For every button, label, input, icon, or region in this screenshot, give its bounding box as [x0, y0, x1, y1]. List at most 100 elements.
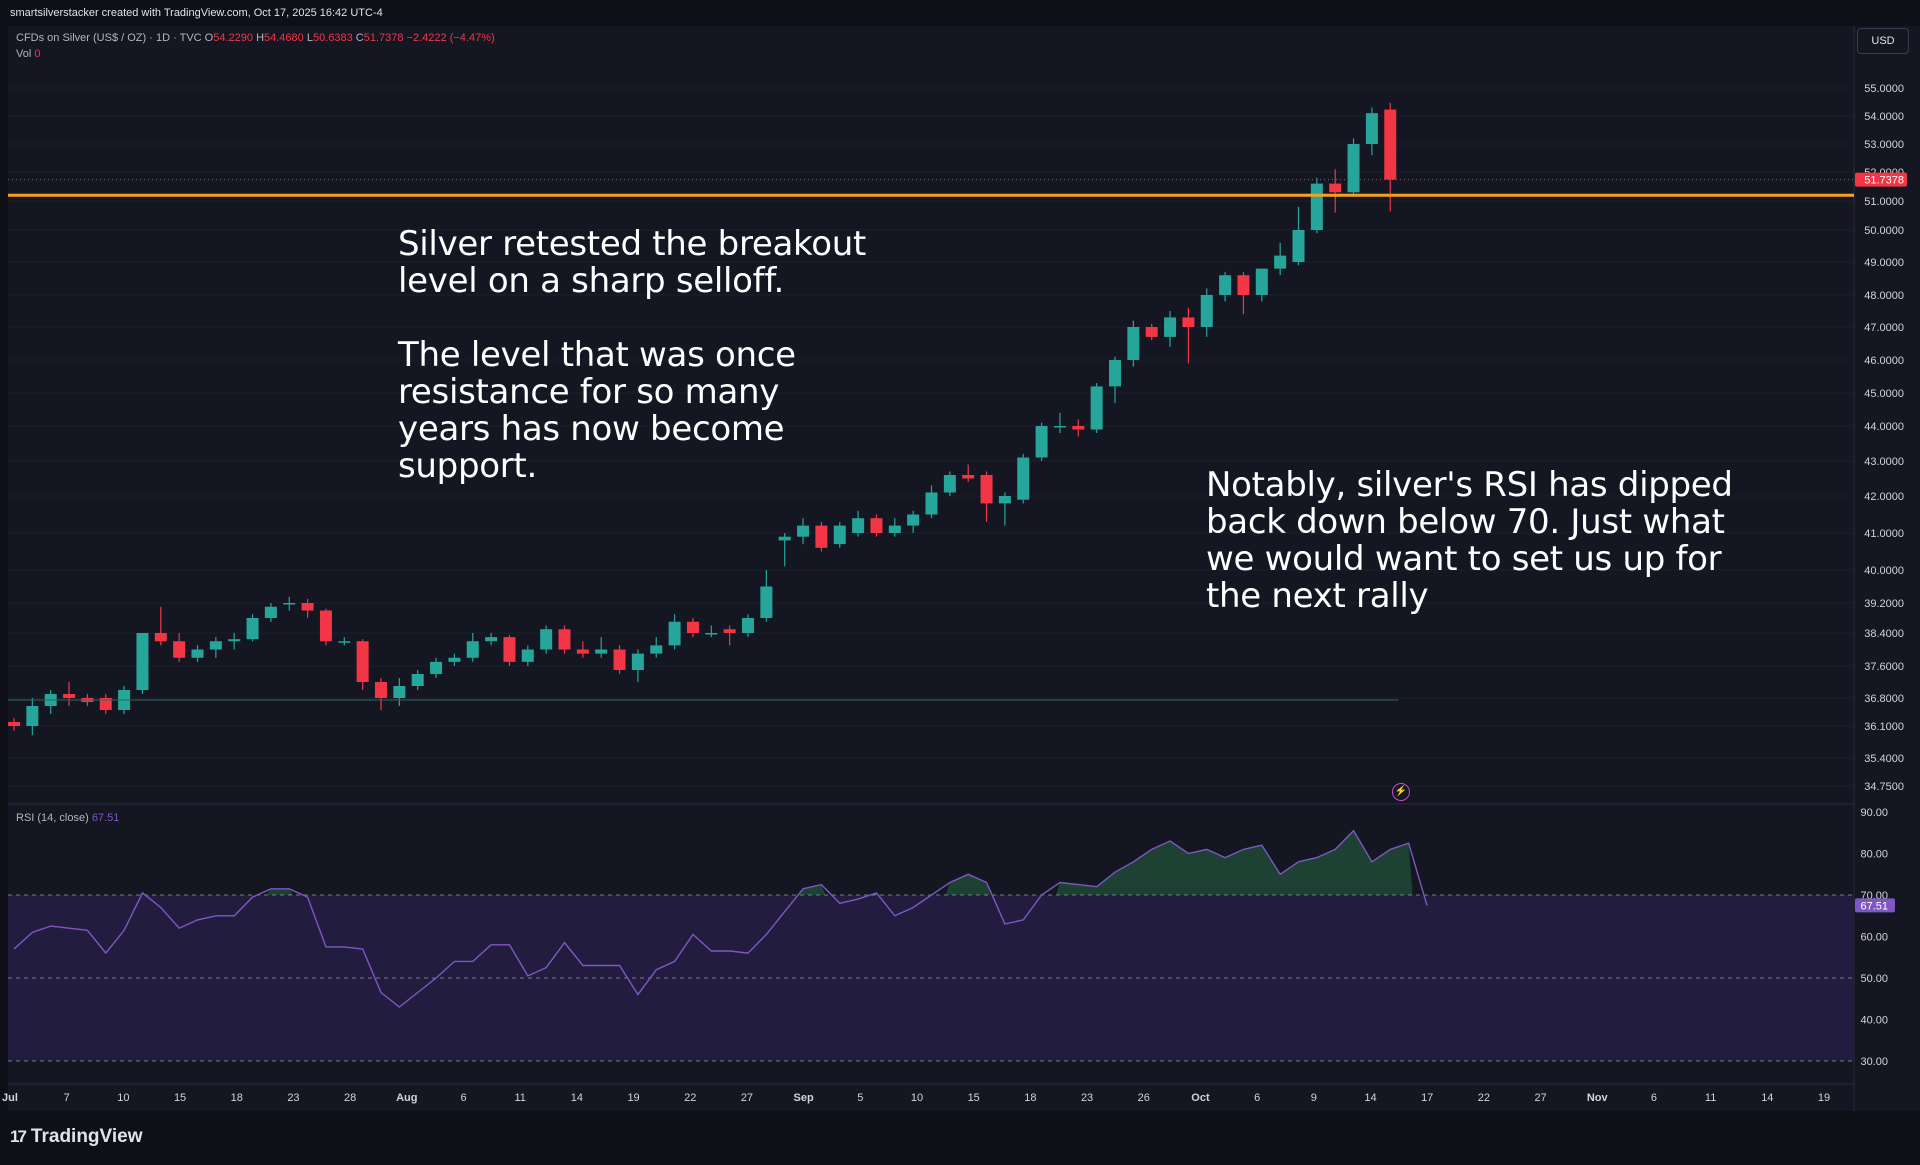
- candle-body: [1237, 275, 1250, 295]
- candle-body: [778, 536, 791, 541]
- candle-body: [998, 496, 1011, 504]
- candle-body: [962, 475, 975, 479]
- price-tick-label: 53.0000: [1864, 139, 1904, 151]
- candle-body: [1072, 426, 1085, 430]
- candle-body: [1017, 457, 1030, 500]
- candle-body: [1292, 230, 1305, 262]
- volume-label: Vol: [16, 48, 32, 60]
- rsi-value: 67.51: [91, 812, 120, 824]
- candle-body: [540, 629, 553, 650]
- candle-body: [356, 641, 369, 682]
- time-tick-label: 5: [857, 1092, 863, 1104]
- price-tick-label: 35.4000: [1864, 753, 1904, 765]
- tradingview-brand[interactable]: 17 TradingView: [10, 1126, 143, 1148]
- rsi-legend: RSI (14, close) 67.51: [16, 812, 119, 824]
- candle-body: [760, 586, 773, 618]
- candle-body: [1255, 268, 1268, 295]
- rsi-tick-label: 60.00: [1860, 932, 1888, 944]
- time-tick-label: 14: [1364, 1092, 1376, 1104]
- price-tick-label: 39.2000: [1864, 598, 1904, 610]
- price-tick-label: 51.0000: [1864, 196, 1904, 208]
- candle-body: [1109, 360, 1121, 387]
- time-tick-label: 6: [460, 1092, 466, 1104]
- time-tick-label: 19: [627, 1092, 639, 1104]
- footer-bar: [0, 1111, 1920, 1165]
- candle-body: [943, 475, 956, 493]
- candle-body: [1274, 255, 1287, 269]
- candle-body: [264, 606, 277, 618]
- candle-body: [1365, 113, 1378, 144]
- price-tick-label: 45.0000: [1864, 388, 1904, 400]
- time-tick-label: 6: [1651, 1092, 1657, 1104]
- time-tick-label: Sep: [794, 1092, 814, 1104]
- candle-body: [668, 621, 681, 646]
- candle-body: [650, 645, 663, 654]
- chart-canvas[interactable]: 55.000054.000053.000052.000051.000050.00…: [0, 0, 1920, 1111]
- candle-body: [228, 639, 241, 642]
- change-value: −2.4222 (−4.47%): [406, 32, 495, 44]
- price-tick-label: 36.1000: [1864, 721, 1904, 733]
- price-tick-label: 40.0000: [1864, 565, 1904, 577]
- time-tick-label: 15: [968, 1092, 980, 1104]
- time-tick-label: 18: [231, 1092, 243, 1104]
- rsi-current-label: 67.51: [1860, 900, 1888, 912]
- price-tick-label: 42.0000: [1864, 491, 1904, 503]
- time-tick-label: 26: [1138, 1092, 1150, 1104]
- time-tick-label: 11: [1705, 1092, 1716, 1104]
- time-tick-label: 7: [64, 1092, 70, 1104]
- currency-selector[interactable]: USD: [1857, 28, 1909, 54]
- lightning-icon[interactable]: ⚡: [1392, 783, 1410, 801]
- candle-body: [558, 629, 571, 650]
- candle-body: [907, 514, 920, 526]
- candle-body: [613, 649, 626, 670]
- candle-body: [448, 657, 461, 662]
- rsi-tick-label: 80.00: [1860, 849, 1888, 861]
- price-tick-label: 34.7500: [1864, 781, 1904, 793]
- time-tick-label: 15: [174, 1092, 186, 1104]
- price-tick-label: 48.0000: [1864, 290, 1904, 302]
- candle-body: [1035, 426, 1048, 458]
- candle-body: [888, 525, 901, 533]
- candle-body: [521, 649, 534, 662]
- candle-body: [631, 653, 644, 670]
- candle-body: [319, 610, 332, 642]
- time-tick-label: 27: [1534, 1092, 1546, 1104]
- volume-value: 0: [34, 48, 41, 60]
- candle-body: [1090, 386, 1103, 430]
- price-tick-label: 36.8000: [1864, 693, 1904, 705]
- candle-body: [338, 641, 351, 643]
- candle-body: [815, 525, 828, 548]
- candle-body: [1053, 426, 1066, 428]
- price-tick-label: 49.0000: [1864, 257, 1904, 269]
- price-tick-label: 41.0000: [1864, 528, 1904, 540]
- candle-body: [686, 621, 699, 633]
- time-tick-label: 9: [1311, 1092, 1317, 1104]
- candle-body: [375, 682, 387, 698]
- rsi-overbought-fill: [799, 884, 826, 895]
- time-tick-label: 28: [344, 1092, 356, 1104]
- candle-body: [191, 649, 204, 658]
- rsi-tick-label: 90.00: [1860, 807, 1888, 819]
- candle-body: [411, 674, 424, 686]
- candle-body: [1145, 327, 1158, 337]
- time-tick-label: Aug: [396, 1092, 417, 1104]
- time-tick-label: 22: [684, 1092, 696, 1104]
- time-tick-label: 10: [117, 1092, 129, 1104]
- symbol-name: CFDs on Silver (US$ / OZ) · 1D · TVC: [16, 32, 202, 44]
- candle-body: [466, 641, 479, 658]
- volume-legend: Vol 0: [16, 48, 40, 60]
- candle-body: [301, 603, 314, 611]
- annotation-left: Silver retested the breakout level on a …: [398, 224, 866, 486]
- rsi-tick-label: 40.00: [1860, 1015, 1888, 1027]
- time-tick-label: 27: [741, 1092, 753, 1104]
- last-price-tag: [1855, 172, 1907, 187]
- price-tick-label: 54.0000: [1864, 111, 1904, 123]
- time-tick-label: 19: [1818, 1092, 1830, 1104]
- close-value: 51.7378: [363, 32, 404, 44]
- price-tick-label: 55.0000: [1864, 83, 1904, 95]
- candle-body: [8, 722, 20, 726]
- candle-body: [1384, 109, 1397, 180]
- time-tick-label: 17: [1421, 1092, 1433, 1104]
- high-label: H: [256, 32, 265, 44]
- candle-body: [925, 492, 938, 515]
